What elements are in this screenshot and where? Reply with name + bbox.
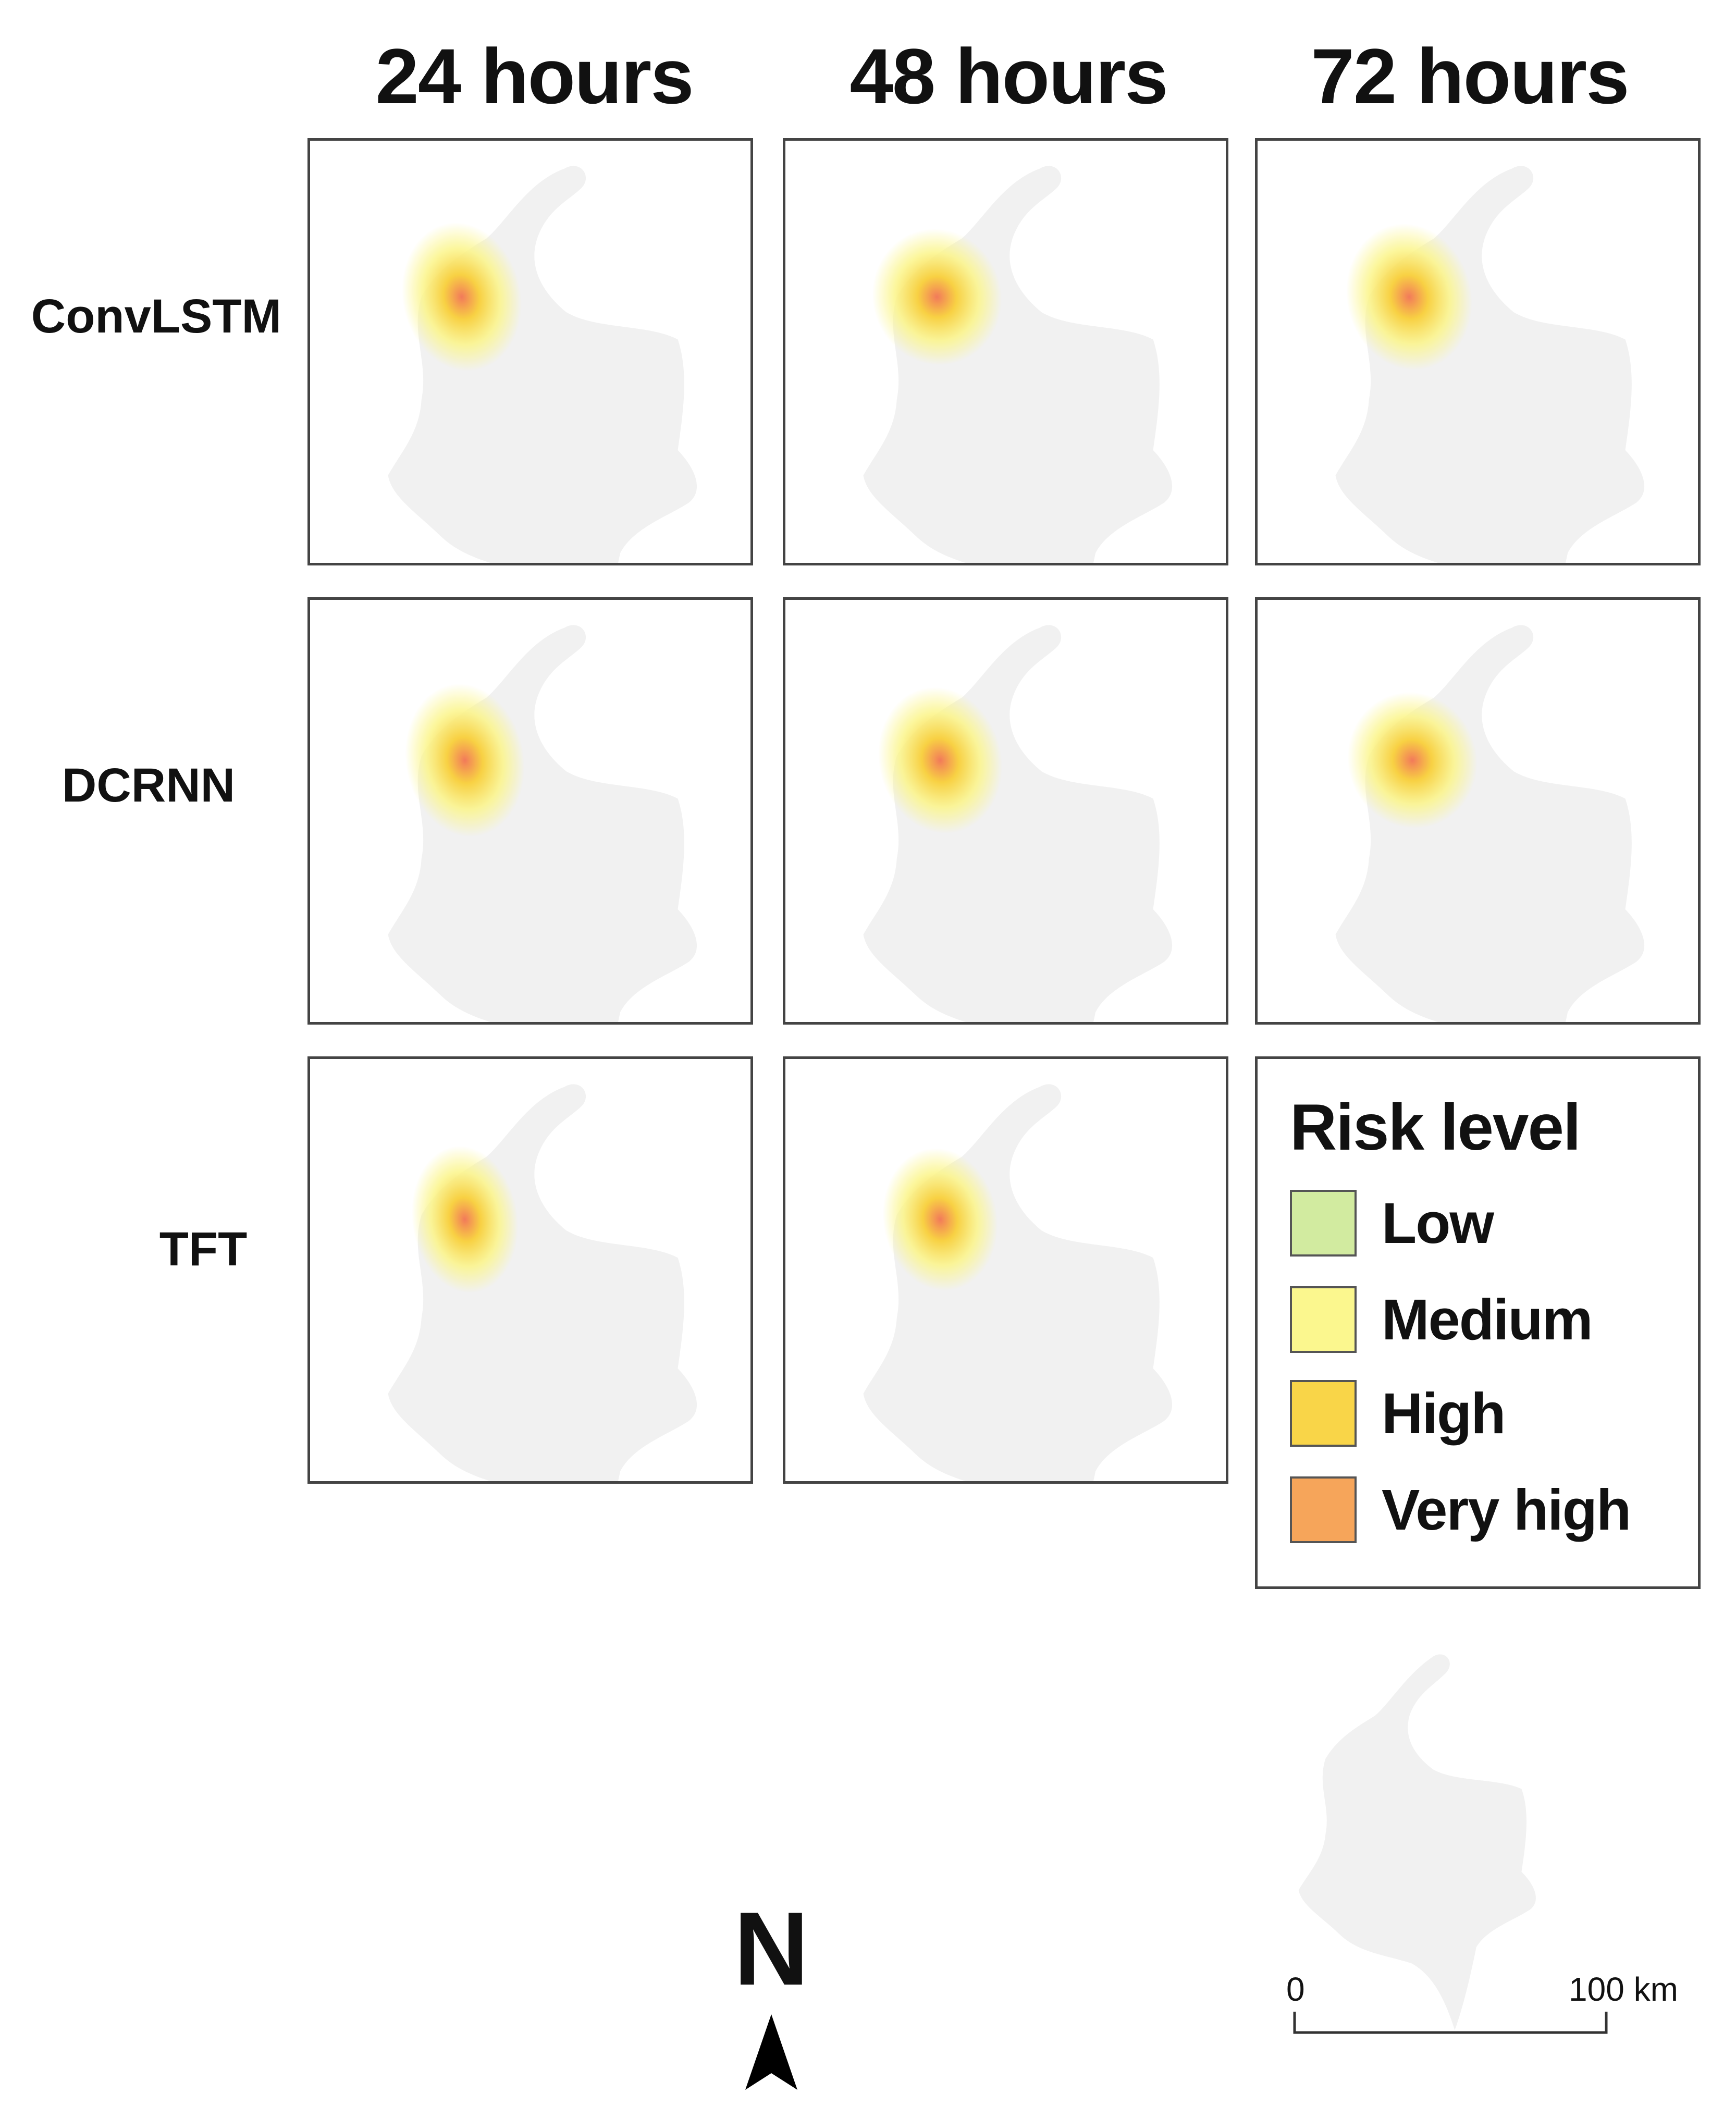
map-panel-tft-48h — [783, 1056, 1228, 1484]
map-panel-dcrnn-72h — [1255, 597, 1701, 1025]
reference-map — [1272, 1647, 1595, 2043]
legend-swatch-high — [1290, 1380, 1357, 1447]
risk-hotspot — [878, 687, 1002, 834]
legend-swatch-medium — [1290, 1286, 1357, 1353]
row-label-convlstm: ConvLSTM — [31, 290, 282, 343]
legend-swatch-very-high — [1290, 1476, 1357, 1543]
legend-item-high: High — [1290, 1377, 1506, 1450]
map-svg — [1335, 625, 1644, 1022]
country-shape — [863, 166, 1172, 563]
risk-hotspot — [1347, 692, 1478, 829]
country-shape — [863, 1084, 1172, 1481]
scale-bar-end-label: 100 km — [1569, 1970, 1678, 2008]
risk-hotspot — [1346, 224, 1472, 371]
column-header-48h: 48 hours — [849, 32, 1168, 120]
north-arrow: N — [719, 1897, 823, 2098]
country-shape — [388, 166, 697, 563]
risk-hotspot — [401, 223, 522, 372]
legend-label-high: High — [1382, 1381, 1506, 1446]
legend: Risk level Low Medium High Very high — [1255, 1056, 1701, 1589]
reference-country-shape — [1298, 1654, 1536, 2030]
map-svg — [863, 166, 1172, 563]
legend-label-medium: Medium — [1382, 1287, 1593, 1352]
map-svg — [388, 1084, 697, 1481]
risk-hotspot — [882, 1148, 998, 1291]
map-panel-convlstm-24h — [307, 138, 753, 565]
map-svg — [863, 625, 1172, 1022]
country-shape — [388, 625, 697, 1022]
map-svg — [388, 625, 697, 1022]
country-shape — [863, 625, 1172, 1022]
risk-hotspot — [411, 1146, 519, 1293]
map-panel-convlstm-48h — [783, 138, 1228, 565]
column-header-72h: 72 hours — [1311, 32, 1629, 120]
map-svg — [1335, 166, 1644, 563]
legend-item-very-high: Very high — [1290, 1473, 1631, 1546]
map-panel-tft-24h — [307, 1056, 753, 1484]
country-shape — [1335, 166, 1644, 563]
legend-item-medium: Medium — [1290, 1283, 1593, 1356]
legend-item-low: Low — [1290, 1187, 1494, 1260]
map-panel-dcrnn-48h — [783, 597, 1228, 1025]
legend-swatch-low — [1290, 1190, 1357, 1257]
north-arrow-icon — [745, 2014, 797, 2090]
north-label: N — [733, 1891, 809, 2007]
scale-bar-line — [1293, 2012, 1608, 2034]
reference-map-outline — [1298, 1654, 1536, 2030]
legend-title: Risk level — [1290, 1091, 1581, 1164]
column-header-24h: 24 hours — [375, 32, 694, 120]
legend-label-very-high: Very high — [1382, 1477, 1631, 1542]
risk-hotspot — [872, 228, 1002, 365]
scale-bar: 0 100 km — [1272, 1970, 1704, 2043]
row-label-dcrnn: DCRNN — [61, 759, 236, 812]
map-panel-convlstm-72h — [1255, 138, 1701, 565]
country-shape — [1335, 625, 1644, 1022]
risk-hotspot — [405, 683, 525, 837]
map-svg — [863, 1084, 1172, 1481]
scale-bar-start-label: 0 — [1286, 1970, 1305, 2008]
country-shape — [388, 1084, 697, 1481]
map-panel-dcrnn-24h — [307, 597, 753, 1025]
legend-label-low: Low — [1382, 1191, 1494, 1255]
row-label-tft: TFT — [159, 1223, 248, 1276]
map-svg — [388, 166, 697, 563]
